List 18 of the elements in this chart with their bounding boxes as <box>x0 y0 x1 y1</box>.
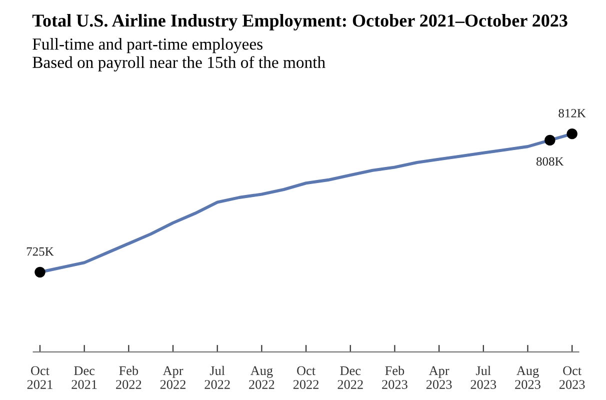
data-label: 725K <box>26 247 54 256</box>
x-tick-label: Aug 2023 <box>515 366 540 389</box>
chart-title: Total U.S. Airline Industry Employment: October 2021–October 2023 <box>32 14 568 30</box>
data-label: 808K <box>536 157 564 166</box>
x-tick-label: Apr 2023 <box>426 366 452 389</box>
x-tick-label: Oct 2021 <box>27 366 52 389</box>
x-tick-label: Jul 2022 <box>204 366 230 389</box>
x-tick-label: Oct 2023 <box>559 366 585 389</box>
x-tick-label: Aug 2022 <box>249 366 274 389</box>
x-tick-label: Dec 2022 <box>338 366 363 389</box>
x-tick-label: Apr 2022 <box>160 366 186 389</box>
x-tick-label: Jul 2023 <box>470 366 496 389</box>
chart-subtitle: Full-time and part-time employees Based on payroll near the 15th of the month <box>32 38 326 72</box>
x-tick-label: Feb 2022 <box>116 366 142 389</box>
x-tick-label: Feb 2023 <box>382 366 408 389</box>
x-tick-label: Dec 2021 <box>72 366 97 389</box>
x-tick-label: Oct 2022 <box>293 366 318 389</box>
data-label: 812K <box>558 108 586 118</box>
